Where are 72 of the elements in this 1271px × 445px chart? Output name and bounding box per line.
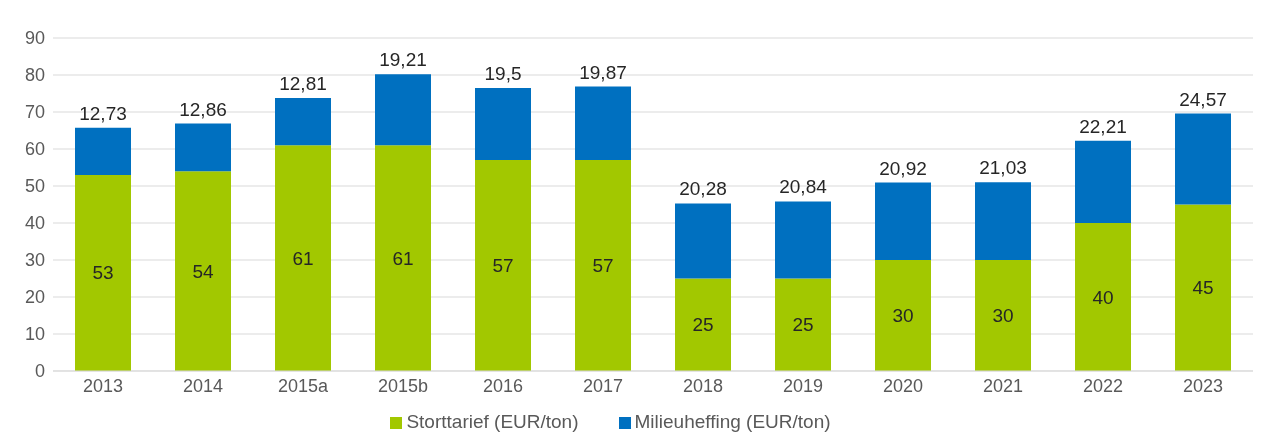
data-label: 19,21 xyxy=(379,49,427,71)
data-label: 57 xyxy=(492,255,514,277)
legend-label: Storttarief (EUR/ton) xyxy=(406,411,579,432)
x-tick-label: 2014 xyxy=(182,375,224,396)
data-label: 57 xyxy=(592,255,614,277)
data-label: 25 xyxy=(792,314,814,336)
y-tick-label: 50 xyxy=(24,176,45,197)
y-tick-label: 40 xyxy=(24,213,45,234)
bar xyxy=(875,182,931,260)
data-label: 12,86 xyxy=(179,98,227,120)
x-tick-label: 2015a xyxy=(277,375,330,396)
data-label: 30 xyxy=(992,305,1014,326)
bar xyxy=(675,278,731,371)
bar xyxy=(775,201,831,279)
data-label: 19,5 xyxy=(484,62,522,84)
bar xyxy=(475,87,531,161)
data-label: 21,03 xyxy=(979,157,1027,179)
bar xyxy=(275,97,331,146)
bar xyxy=(975,260,1031,371)
x-tick-label: 2019 xyxy=(782,375,824,396)
data-label: 20,92 xyxy=(879,157,927,179)
bar xyxy=(775,278,831,371)
data-label: 25 xyxy=(692,314,714,336)
data-label: 61 xyxy=(392,247,414,269)
bar xyxy=(975,182,1031,260)
bar xyxy=(275,145,331,371)
bar xyxy=(1075,223,1131,371)
bar xyxy=(1175,204,1231,371)
y-tick-label: 10 xyxy=(24,324,45,345)
y-tick-label: 70 xyxy=(24,102,45,123)
x-tick-label: 2018 xyxy=(682,375,724,396)
bar xyxy=(175,171,231,371)
bar xyxy=(575,160,631,371)
bar xyxy=(1175,113,1231,205)
bar xyxy=(1075,140,1131,223)
data-label: 45 xyxy=(1192,277,1214,299)
x-tick-label: 2015b xyxy=(377,375,429,396)
data-label: 19,87 xyxy=(579,61,627,83)
data-label: 12,73 xyxy=(79,102,127,124)
y-tick-label: 60 xyxy=(24,139,45,160)
y-tick-label: 30 xyxy=(24,250,45,271)
data-label: 30 xyxy=(892,305,914,326)
data-label: 24,57 xyxy=(1179,88,1227,110)
data-label: 53 xyxy=(92,262,114,284)
legend-label: Milieuheffing (EUR/ton) xyxy=(634,411,831,432)
y-tick-label: 90 xyxy=(24,28,45,49)
y-tick-label: 80 xyxy=(24,65,45,86)
data-label: 40 xyxy=(1092,286,1114,308)
data-label: 61 xyxy=(292,247,314,269)
x-tick-label: 2020 xyxy=(882,375,924,396)
bar xyxy=(375,145,431,371)
bar xyxy=(675,203,731,279)
bar xyxy=(475,160,531,371)
data-label: 12,81 xyxy=(279,72,327,94)
data-label: 20,84 xyxy=(779,176,828,198)
data-label: 20,28 xyxy=(679,178,727,200)
data-label: 22,21 xyxy=(1079,115,1127,137)
bar xyxy=(75,174,131,371)
x-tick-label: 2021 xyxy=(982,375,1024,396)
x-tick-label: 2013 xyxy=(82,375,124,396)
x-tick-label: 2022 xyxy=(1082,375,1124,396)
bar xyxy=(575,86,631,161)
bar xyxy=(375,74,431,146)
bar xyxy=(75,127,131,175)
bar xyxy=(875,260,931,371)
x-tick-label: 2016 xyxy=(482,375,524,396)
x-tick-label: 2023 xyxy=(1182,375,1224,396)
bar xyxy=(175,123,231,172)
y-tick-label: 0 xyxy=(34,361,45,382)
data-label: 54 xyxy=(192,260,214,282)
y-tick-label: 20 xyxy=(24,287,45,308)
x-tick-label: 2017 xyxy=(582,375,624,396)
